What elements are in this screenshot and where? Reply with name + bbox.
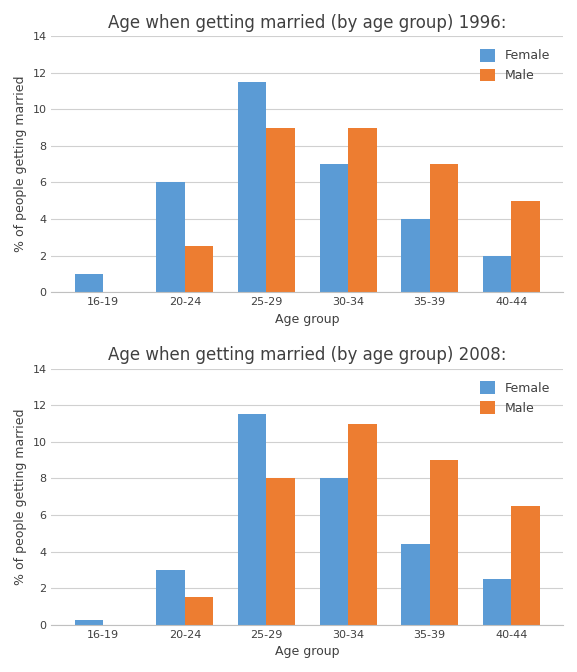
Bar (401, 544, 430, 625)
Bar (430, 164, 458, 292)
Bar (238, 82, 267, 292)
Bar (511, 201, 540, 292)
Bar (483, 255, 511, 292)
Y-axis label: % of people getting married: % of people getting married (14, 76, 27, 253)
Bar (185, 247, 213, 292)
Bar (74, 274, 103, 292)
Bar (483, 579, 511, 625)
Bar (401, 219, 430, 292)
X-axis label: Age group: Age group (275, 645, 339, 658)
Bar (511, 506, 540, 625)
X-axis label: Age group: Age group (275, 312, 339, 325)
Legend: Female, Male: Female, Male (474, 42, 557, 89)
Bar (238, 415, 267, 625)
Bar (267, 128, 295, 292)
Title: Age when getting married (by age group) 1996:: Age when getting married (by age group) … (108, 14, 507, 32)
Bar (156, 570, 185, 625)
Bar (320, 164, 348, 292)
Bar (156, 183, 185, 292)
Title: Age when getting married (by age group) 2008:: Age when getting married (by age group) … (108, 347, 507, 364)
Bar (267, 478, 295, 625)
Bar (320, 478, 348, 625)
Bar (185, 597, 213, 625)
Y-axis label: % of people getting married: % of people getting married (14, 409, 27, 585)
Bar (430, 460, 458, 625)
Legend: Female, Male: Female, Male (474, 375, 557, 421)
Bar (74, 620, 103, 625)
Bar (348, 423, 377, 625)
Bar (348, 128, 377, 292)
